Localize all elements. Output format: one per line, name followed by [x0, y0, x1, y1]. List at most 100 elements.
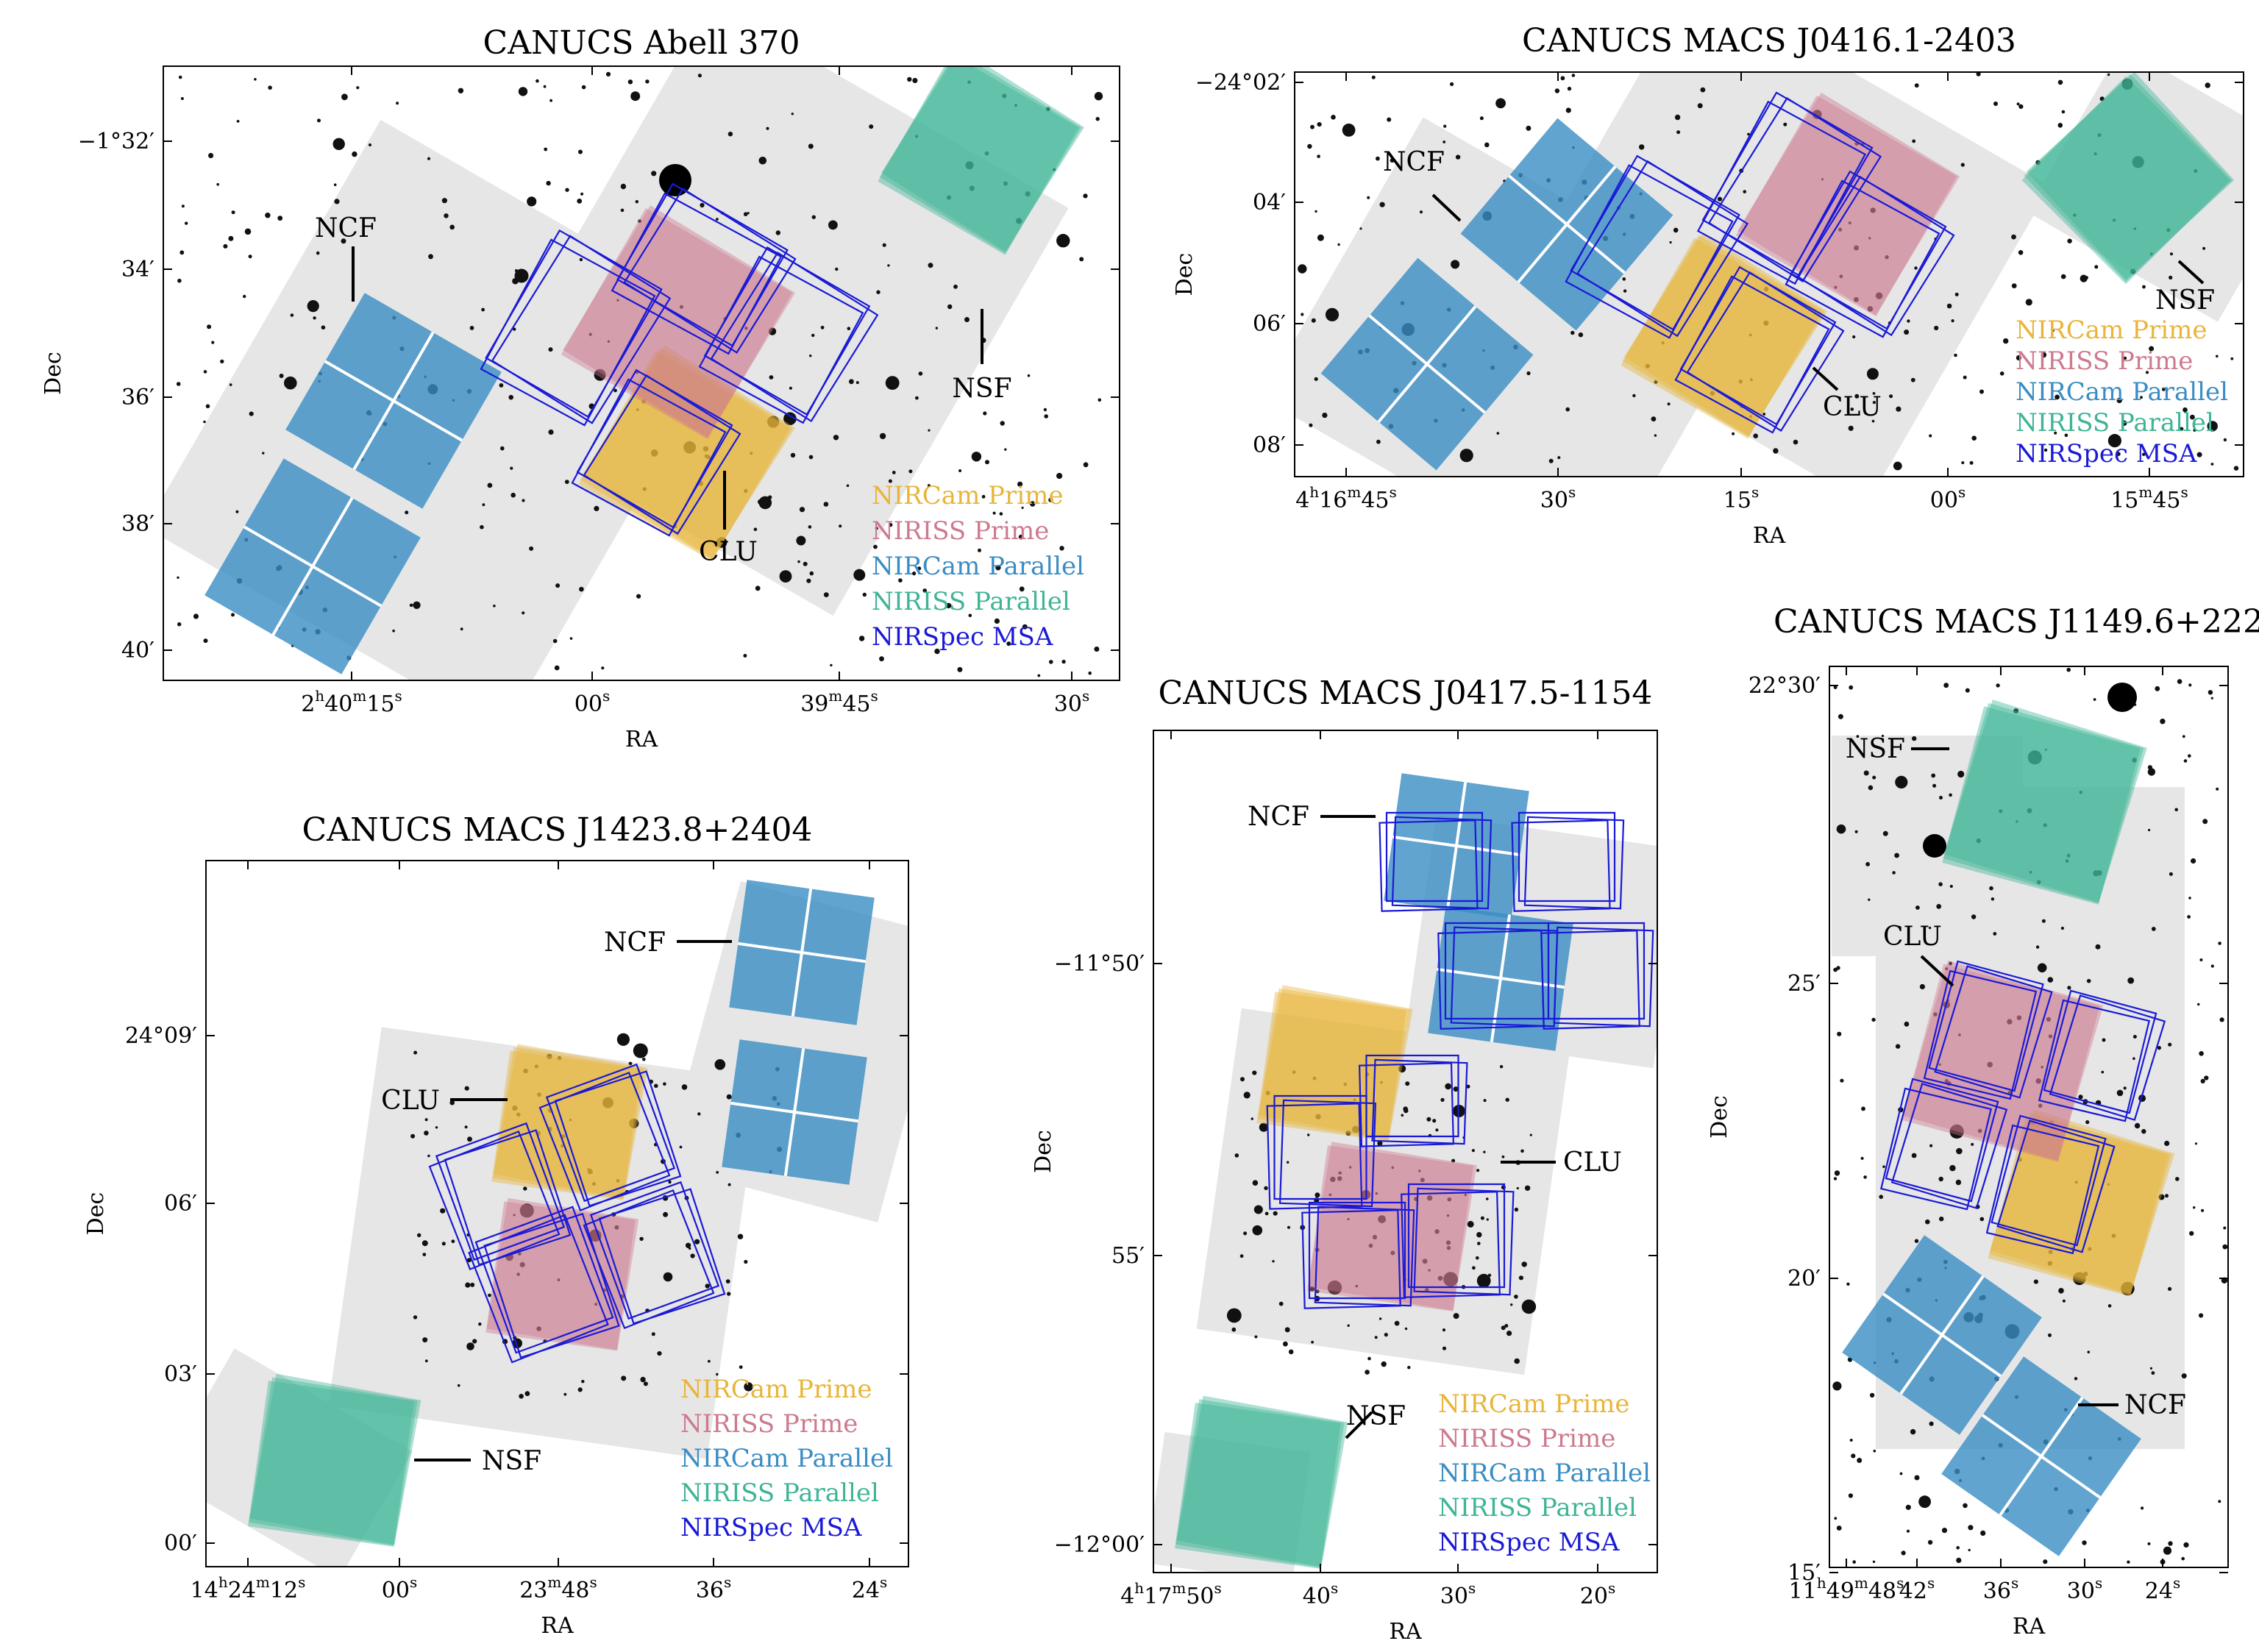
star — [534, 1064, 539, 1069]
star — [1836, 966, 1840, 970]
nircam-parallel-footprint — [1428, 905, 1573, 1051]
msa-outline — [1391, 816, 1493, 910]
star — [2145, 371, 2149, 374]
legend-nirspec-msa: NIRSpec MSA — [2016, 439, 2197, 469]
star — [1639, 144, 1645, 150]
star — [1956, 1147, 1963, 1155]
star — [2169, 275, 2173, 280]
star — [1865, 862, 1871, 866]
legend-niriss-parallel: NIRISS Parallel — [680, 1478, 879, 1508]
star — [1906, 1529, 1910, 1533]
star — [561, 1144, 564, 1148]
msa-outline — [1674, 275, 1830, 434]
star — [1915, 905, 1920, 910]
star — [1510, 1303, 1513, 1306]
star — [594, 1303, 598, 1306]
star — [2155, 686, 2160, 691]
star — [1980, 1530, 1986, 1536]
star — [1377, 1140, 1383, 1146]
x-tick-main: 4 — [1295, 488, 1309, 513]
star — [1432, 1119, 1437, 1123]
star — [808, 143, 814, 149]
star — [636, 408, 639, 411]
x-tick-label: 30s — [1540, 483, 1576, 513]
msa-outline — [1540, 930, 1640, 1030]
star — [1501, 1325, 1506, 1331]
star — [846, 484, 850, 488]
star — [1919, 983, 1925, 990]
star — [1567, 86, 1572, 91]
nirspec-msa-footprint — [571, 369, 741, 537]
star — [1571, 74, 1576, 77]
star — [2141, 1129, 2146, 1134]
star — [2048, 1034, 2053, 1039]
star — [1000, 421, 1005, 426]
y-tick-label: 40′ — [121, 638, 154, 663]
star — [640, 1376, 646, 1383]
star — [2085, 1120, 2090, 1125]
star — [2048, 1250, 2053, 1254]
x-tick-unit: h — [315, 687, 324, 705]
image-mosaic — [206, 1348, 413, 1567]
star — [978, 548, 981, 552]
star — [1459, 449, 1473, 463]
star — [1654, 380, 1658, 384]
star — [177, 622, 182, 627]
star — [651, 1332, 655, 1336]
niriss-prime-footprint — [1307, 1142, 1477, 1311]
legend-niriss-parallel: NIRISS Parallel — [1438, 1493, 1637, 1523]
star — [1651, 416, 1657, 421]
star — [2037, 963, 2047, 973]
star — [2047, 977, 2054, 983]
star — [1025, 191, 1031, 197]
star — [2182, 407, 2188, 413]
star — [2035, 160, 2041, 165]
star — [569, 1118, 572, 1122]
clu-pointer — [1812, 366, 1839, 391]
star — [2107, 1183, 2110, 1186]
x-tick-label: 00s — [382, 1573, 417, 1603]
star — [519, 1203, 534, 1218]
star — [820, 325, 825, 330]
star — [1381, 1361, 1387, 1367]
star — [512, 277, 519, 285]
x-tick-main: 30 — [1054, 691, 1082, 717]
msa-outline — [2038, 999, 2151, 1122]
star — [178, 75, 182, 79]
star — [681, 1084, 688, 1090]
star — [577, 1387, 583, 1392]
star — [1565, 107, 1571, 113]
star — [968, 613, 972, 618]
star — [1960, 163, 1965, 167]
star — [1442, 140, 1446, 143]
star — [1030, 501, 1036, 507]
star — [791, 113, 794, 115]
star — [1905, 1504, 1911, 1510]
msa-outline — [1511, 819, 1611, 912]
x-tick-value: 17 — [1144, 1584, 1172, 1609]
star — [518, 87, 528, 96]
star — [1870, 207, 1876, 213]
star — [428, 254, 433, 260]
msa-outline — [1553, 926, 1654, 1028]
star — [510, 466, 513, 470]
legend-nirspec-msa: NIRSpec MSA — [680, 1513, 862, 1542]
footprint-layer — [1259, 985, 1413, 1139]
star — [2038, 1103, 2043, 1108]
star — [1446, 1214, 1450, 1217]
panel-title: CANUCS MACS J0416.1-2403 — [1522, 22, 2016, 60]
x-tick-label: 23m48s — [519, 1573, 597, 1603]
nircam-parallel-footprint — [1460, 118, 1673, 331]
star — [739, 1365, 743, 1370]
star — [569, 637, 573, 640]
star — [487, 483, 493, 488]
star — [499, 383, 504, 388]
star — [1059, 546, 1064, 551]
star — [410, 1133, 416, 1139]
x-tick-main: 11 — [1789, 1578, 1817, 1604]
star — [849, 379, 854, 385]
star — [1529, 1133, 1532, 1136]
x-tick-label: 36s — [1983, 1574, 2018, 1604]
star — [316, 251, 320, 255]
x-tick-unit: s — [2011, 1574, 2018, 1592]
